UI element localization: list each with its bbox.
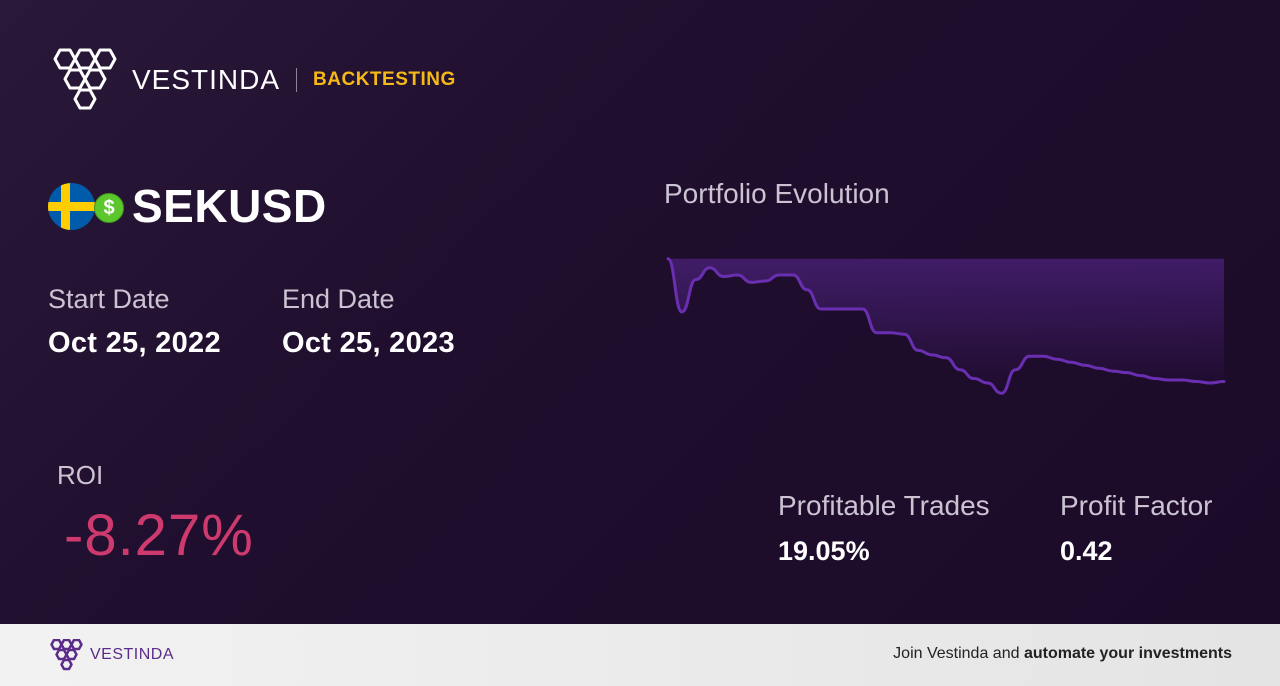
asset-icons: $ [48, 181, 124, 231]
backtest-card: VESTINDA BACKTESTING $ SEKUSD Start Date… [0, 0, 1280, 624]
asset-header: $ SEKUSD [48, 178, 327, 234]
footer-cta[interactable]: Join Vestinda and automate your investme… [893, 645, 1232, 663]
end-date: End Date Oct 25, 2023 [282, 284, 455, 360]
footer-cta-text: Join Vestinda and [893, 645, 1024, 662]
roi-value: -8.27% [64, 503, 254, 568]
brand-divider [296, 68, 298, 92]
chart-title: Portfolio Evolution [664, 178, 890, 209]
footer-brand-name: VESTINDA [90, 646, 175, 663]
vestinda-logo-icon [53, 48, 117, 110]
sweden-flag-icon [48, 183, 95, 230]
portfolio-chart [666, 257, 1226, 395]
dollar-icon: $ [94, 193, 124, 223]
end-date-value: Oct 25, 2023 [282, 327, 455, 359]
chart-area-fill [668, 258, 1224, 394]
brand-header: VESTINDA BACKTESTING [48, 48, 456, 112]
brand-tag: BACKTESTING [313, 69, 456, 90]
start-date-label: Start Date [48, 284, 170, 314]
footer-cta-bold: automate your investments [1023, 645, 1232, 662]
profit-factor-label: Profit Factor [1060, 490, 1213, 521]
asset-pair: SEKUSD [132, 180, 327, 232]
vestinda-logo-icon [50, 639, 83, 671]
profit-factor-value: 0.42 [1060, 536, 1113, 566]
footer: VESTINDA Join Vestinda and automate your… [0, 624, 1280, 686]
start-date: Start Date Oct 25, 2022 [48, 284, 221, 360]
profitable-trades: Profitable Trades 19.05% [778, 490, 990, 567]
chart-series-line [666, 257, 1226, 395]
end-date-label: End Date [282, 284, 395, 314]
brand-name: VESTINDA [132, 64, 281, 95]
profitable-trades-value: 19.05% [778, 536, 870, 566]
profitable-trades-label: Profitable Trades [778, 490, 990, 521]
roi-label: ROI [57, 460, 104, 490]
start-date-value: Oct 25, 2022 [48, 327, 221, 359]
footer-brand[interactable]: VESTINDA [48, 639, 174, 671]
profit-factor: Profit Factor 0.42 [1060, 490, 1212, 567]
